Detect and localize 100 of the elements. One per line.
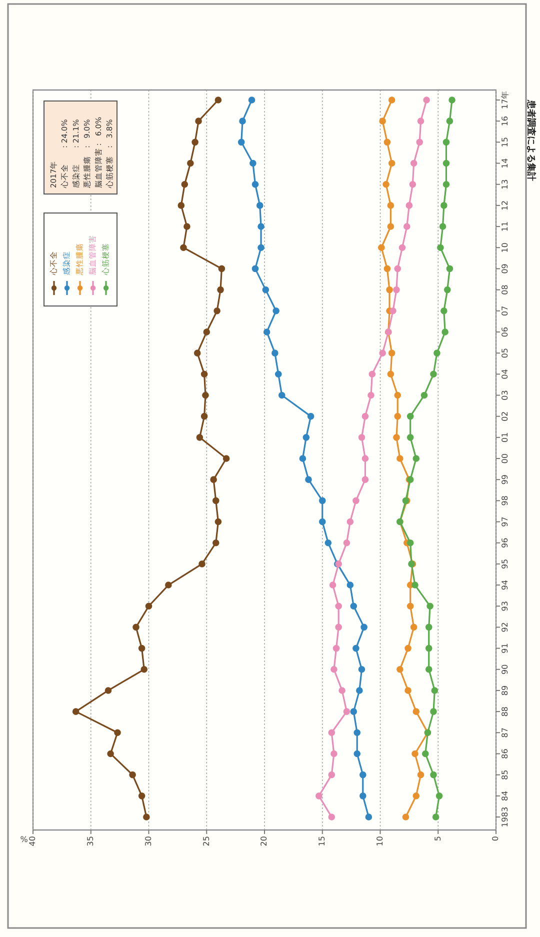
x-tick-label: 30	[144, 836, 153, 846]
point	[318, 518, 326, 526]
point	[328, 814, 336, 820]
point	[210, 476, 217, 483]
x-tick-label: 40	[28, 836, 38, 846]
point	[252, 180, 259, 188]
point	[274, 370, 282, 378]
text: 患者調査による集計	[526, 99, 537, 181]
y-tick-label: 1983	[500, 806, 510, 828]
point	[444, 286, 451, 294]
point	[431, 687, 438, 694]
x-tick-label: 20	[260, 836, 269, 846]
point	[412, 708, 420, 715]
point	[378, 244, 385, 252]
point	[426, 602, 434, 610]
y-tick-label: 07	[500, 306, 510, 316]
x-tick-label: 35	[86, 836, 96, 846]
y-tick-label: 85	[500, 770, 510, 780]
point	[239, 118, 246, 124]
x-tick-label: 0	[491, 836, 500, 842]
point	[258, 223, 264, 230]
point	[305, 476, 312, 483]
point	[384, 138, 391, 146]
point	[180, 244, 187, 252]
point	[299, 455, 306, 462]
point	[218, 265, 226, 272]
point	[324, 539, 332, 546]
point	[346, 518, 354, 526]
point	[335, 602, 342, 610]
x-tick-label: 25	[202, 836, 211, 846]
point	[352, 497, 360, 504]
point	[302, 434, 310, 441]
point	[422, 750, 429, 758]
point	[439, 223, 446, 230]
point	[350, 708, 358, 715]
y-tick-label: 92	[500, 622, 510, 632]
point	[386, 286, 393, 294]
y-tick-label: 87	[500, 728, 510, 738]
point	[329, 582, 336, 588]
point	[352, 644, 360, 652]
point	[335, 624, 342, 631]
point	[417, 118, 424, 124]
point	[442, 328, 448, 336]
point	[393, 434, 400, 441]
point	[343, 539, 350, 546]
point	[437, 244, 444, 252]
point	[214, 518, 222, 526]
point	[425, 624, 432, 631]
point	[425, 644, 432, 652]
point	[362, 476, 369, 483]
point	[432, 814, 440, 820]
point	[442, 138, 450, 146]
point	[195, 118, 202, 124]
point	[248, 96, 256, 104]
y-tick-label: 08	[500, 284, 510, 295]
y-tick-label: 01	[500, 432, 510, 443]
point	[362, 455, 369, 462]
point	[394, 392, 402, 399]
point	[388, 96, 396, 104]
y-tick-label: 05	[500, 348, 510, 358]
point	[358, 434, 366, 441]
point	[410, 160, 418, 167]
point	[360, 624, 368, 631]
point	[406, 539, 414, 546]
point	[430, 370, 437, 378]
point	[387, 370, 394, 378]
point	[129, 771, 136, 778]
x-tick-label: 5	[433, 836, 442, 842]
point	[187, 160, 194, 167]
y-tick-label: 09	[500, 264, 510, 274]
point	[184, 223, 190, 230]
point	[387, 223, 394, 230]
point	[388, 350, 396, 356]
y-tick-label: 14	[500, 158, 510, 168]
point	[412, 582, 418, 588]
point	[406, 434, 414, 441]
point	[272, 307, 280, 314]
point	[332, 644, 340, 652]
point	[346, 582, 354, 588]
y-tick-label: 98	[500, 496, 510, 506]
point	[393, 286, 400, 294]
point	[178, 202, 185, 209]
point	[104, 687, 112, 694]
point	[350, 602, 358, 610]
point	[165, 582, 172, 588]
point	[200, 370, 208, 378]
point	[262, 286, 270, 294]
point	[434, 350, 440, 356]
point	[390, 307, 396, 314]
point	[200, 412, 208, 420]
y-tick-label: 11	[500, 221, 510, 232]
point	[138, 792, 146, 800]
y-tick-label: 02	[500, 411, 510, 422]
point	[330, 750, 338, 758]
point	[404, 644, 412, 652]
point	[384, 265, 391, 272]
x-tick-label: 15	[318, 836, 327, 846]
point	[252, 265, 259, 272]
point	[394, 412, 402, 420]
point	[107, 750, 114, 758]
